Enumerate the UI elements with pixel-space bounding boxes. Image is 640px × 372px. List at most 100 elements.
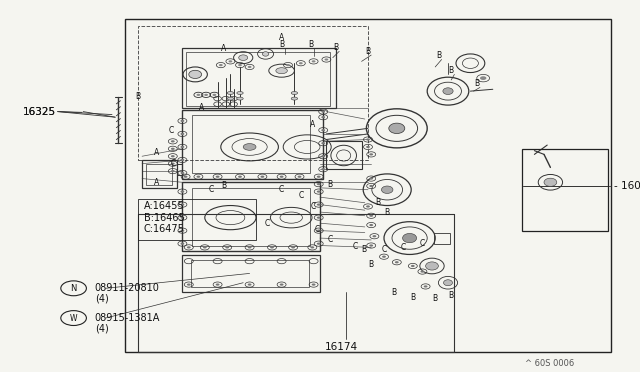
Text: A: A xyxy=(154,178,159,187)
Bar xyxy=(326,141,362,169)
Text: C: C xyxy=(311,202,316,211)
Circle shape xyxy=(420,270,424,273)
Circle shape xyxy=(216,283,220,286)
Circle shape xyxy=(369,215,373,217)
Text: C: C xyxy=(279,185,284,194)
Circle shape xyxy=(180,243,184,245)
Ellipse shape xyxy=(291,97,298,100)
Circle shape xyxy=(238,64,242,66)
Circle shape xyxy=(317,243,321,245)
Ellipse shape xyxy=(276,68,287,74)
Text: B: B xyxy=(369,260,374,269)
Text: B: B xyxy=(279,40,284,49)
Circle shape xyxy=(212,94,216,96)
Ellipse shape xyxy=(544,178,557,186)
Circle shape xyxy=(216,176,220,178)
Circle shape xyxy=(321,168,325,170)
Bar xyxy=(192,115,310,173)
Bar xyxy=(182,182,320,251)
Circle shape xyxy=(248,66,252,68)
Circle shape xyxy=(219,64,223,66)
Text: B: B xyxy=(365,47,371,56)
Bar xyxy=(191,260,309,287)
Text: B: B xyxy=(333,43,339,52)
Circle shape xyxy=(196,94,200,96)
Circle shape xyxy=(171,155,175,157)
Circle shape xyxy=(260,176,264,178)
Bar xyxy=(182,110,323,179)
Circle shape xyxy=(298,176,301,178)
Ellipse shape xyxy=(426,262,438,270)
Text: B: B xyxy=(385,208,390,217)
Circle shape xyxy=(424,285,428,288)
Circle shape xyxy=(180,146,184,148)
Text: C: C xyxy=(265,219,270,228)
Ellipse shape xyxy=(189,70,202,78)
Circle shape xyxy=(270,246,274,248)
Circle shape xyxy=(280,283,284,286)
Circle shape xyxy=(248,246,252,248)
Text: B: B xyxy=(433,294,438,303)
Circle shape xyxy=(321,155,325,157)
Text: B: B xyxy=(474,79,479,88)
Ellipse shape xyxy=(243,144,256,150)
Circle shape xyxy=(187,246,191,248)
Circle shape xyxy=(180,190,184,193)
Circle shape xyxy=(291,246,295,248)
Text: B: B xyxy=(391,288,396,296)
Text: N: N xyxy=(70,284,77,293)
Circle shape xyxy=(180,120,184,122)
Circle shape xyxy=(180,159,184,161)
Circle shape xyxy=(321,116,325,118)
Text: A: A xyxy=(154,148,159,157)
Text: B: B xyxy=(221,182,227,190)
Text: C: C xyxy=(298,191,303,200)
Circle shape xyxy=(171,163,175,165)
Ellipse shape xyxy=(389,123,405,134)
Ellipse shape xyxy=(291,92,298,94)
Bar xyxy=(182,255,320,292)
Text: B: B xyxy=(327,180,332,189)
Circle shape xyxy=(321,110,325,113)
Circle shape xyxy=(317,176,321,178)
Circle shape xyxy=(317,190,321,193)
Circle shape xyxy=(369,153,373,155)
Text: 16325: 16325 xyxy=(22,107,56,116)
Circle shape xyxy=(312,283,316,286)
Circle shape xyxy=(310,246,314,248)
Text: C: C xyxy=(328,235,333,244)
Ellipse shape xyxy=(237,92,243,94)
Text: B: B xyxy=(436,51,441,60)
Circle shape xyxy=(366,205,370,208)
Circle shape xyxy=(180,172,184,174)
Circle shape xyxy=(171,170,175,172)
Ellipse shape xyxy=(237,97,243,100)
Bar xyxy=(142,160,177,188)
Circle shape xyxy=(369,244,373,247)
Text: - 16010: - 16010 xyxy=(614,181,640,191)
Circle shape xyxy=(369,185,373,187)
Ellipse shape xyxy=(381,186,393,193)
Circle shape xyxy=(372,235,376,237)
Circle shape xyxy=(317,183,321,185)
Bar xyxy=(138,199,256,240)
Circle shape xyxy=(286,64,290,66)
Bar xyxy=(186,52,330,106)
Text: B:16465: B:16465 xyxy=(144,213,185,222)
Text: B: B xyxy=(449,291,454,300)
Text: C: C xyxy=(315,225,320,234)
Circle shape xyxy=(187,283,191,286)
Text: 08915-1381A: 08915-1381A xyxy=(95,313,160,323)
Text: B: B xyxy=(410,293,415,302)
Circle shape xyxy=(382,256,386,258)
Text: C: C xyxy=(381,245,387,254)
Bar xyxy=(138,26,368,160)
Circle shape xyxy=(366,146,370,148)
Circle shape xyxy=(317,203,321,206)
Text: (4): (4) xyxy=(95,323,108,333)
Circle shape xyxy=(184,176,188,178)
Ellipse shape xyxy=(443,88,453,94)
Circle shape xyxy=(317,217,321,219)
Circle shape xyxy=(180,217,184,219)
Text: C: C xyxy=(353,242,358,251)
